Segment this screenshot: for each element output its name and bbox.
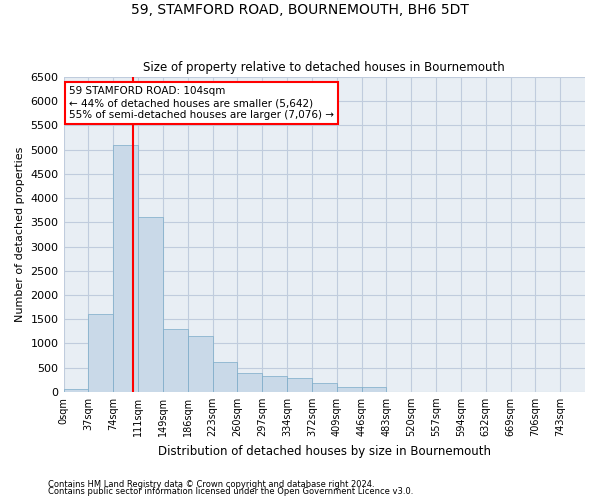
Bar xyxy=(163,329,188,392)
Bar xyxy=(287,378,312,392)
Bar xyxy=(138,218,163,392)
X-axis label: Distribution of detached houses by size in Bournemouth: Distribution of detached houses by size … xyxy=(158,444,491,458)
Bar xyxy=(238,374,262,392)
Title: Size of property relative to detached houses in Bournemouth: Size of property relative to detached ho… xyxy=(143,62,505,74)
Text: Contains public sector information licensed under the Open Government Licence v3: Contains public sector information licen… xyxy=(48,487,413,496)
Bar xyxy=(88,314,113,392)
Bar xyxy=(212,362,238,392)
Bar xyxy=(113,145,138,392)
Text: Contains HM Land Registry data © Crown copyright and database right 2024.: Contains HM Land Registry data © Crown c… xyxy=(48,480,374,489)
Bar xyxy=(312,383,337,392)
Bar xyxy=(362,388,386,392)
Text: 59 STAMFORD ROAD: 104sqm
← 44% of detached houses are smaller (5,642)
55% of sem: 59 STAMFORD ROAD: 104sqm ← 44% of detach… xyxy=(69,86,334,120)
Bar xyxy=(64,390,88,392)
Bar xyxy=(188,336,212,392)
Bar xyxy=(262,376,287,392)
Text: 59, STAMFORD ROAD, BOURNEMOUTH, BH6 5DT: 59, STAMFORD ROAD, BOURNEMOUTH, BH6 5DT xyxy=(131,2,469,16)
Bar xyxy=(337,388,362,392)
Y-axis label: Number of detached properties: Number of detached properties xyxy=(15,146,25,322)
